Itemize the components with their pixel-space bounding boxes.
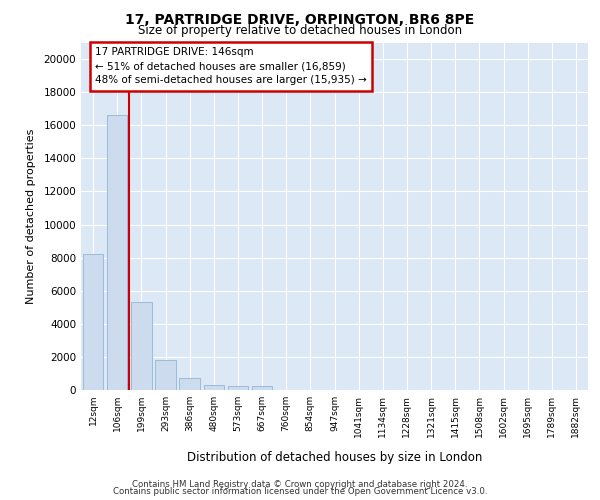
- Y-axis label: Number of detached properties: Number of detached properties: [26, 128, 37, 304]
- Bar: [155, 360, 176, 390]
- Bar: [252, 386, 272, 390]
- Bar: [203, 385, 224, 390]
- Bar: [107, 116, 127, 390]
- Text: 17, PARTRIDGE DRIVE, ORPINGTON, BR6 8PE: 17, PARTRIDGE DRIVE, ORPINGTON, BR6 8PE: [125, 12, 475, 26]
- Text: Size of property relative to detached houses in London: Size of property relative to detached ho…: [138, 24, 462, 37]
- Text: 17 PARTRIDGE DRIVE: 146sqm
← 51% of detached houses are smaller (16,859)
48% of : 17 PARTRIDGE DRIVE: 146sqm ← 51% of deta…: [95, 48, 367, 86]
- Text: Contains HM Land Registry data © Crown copyright and database right 2024.: Contains HM Land Registry data © Crown c…: [132, 480, 468, 489]
- X-axis label: Distribution of detached houses by size in London: Distribution of detached houses by size …: [187, 451, 482, 464]
- Text: Contains public sector information licensed under the Open Government Licence v3: Contains public sector information licen…: [113, 488, 487, 496]
- Bar: [83, 254, 103, 390]
- Bar: [179, 378, 200, 390]
- Bar: [131, 302, 152, 390]
- Bar: [227, 386, 248, 390]
